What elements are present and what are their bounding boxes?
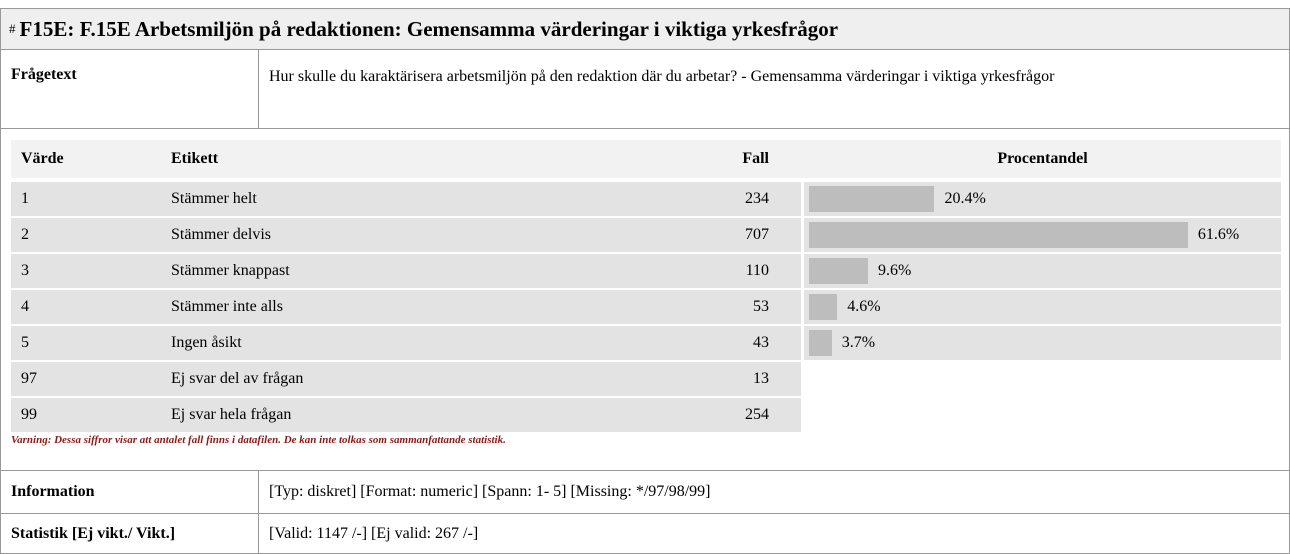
value: 3 — [21, 262, 29, 279]
cases: 110 — [745, 262, 769, 279]
row-bg — [11, 362, 801, 396]
percent-bg — [804, 326, 1281, 360]
value: 99 — [21, 406, 37, 423]
value: 97 — [21, 370, 37, 387]
info-table: Information [Typ: diskret] [Format: numer… — [0, 470, 1290, 554]
label: Stämmer inte alls — [171, 298, 283, 315]
column-header: Fall — [742, 150, 769, 167]
question-label: Frågetext — [1, 50, 259, 128]
row-bg — [11, 182, 801, 216]
column-header: Etikett — [171, 150, 219, 167]
row-bg — [11, 254, 801, 288]
value: 1 — [21, 190, 29, 207]
info-label: Information — [1, 471, 259, 513]
info-text: [Valid: 1147 /-] [Ej valid: 267 /-] — [269, 524, 479, 542]
value: 5 — [21, 334, 29, 351]
question-text: Hur skulle du karaktärisera arbetsmiljön… — [269, 68, 1055, 85]
row-bg — [11, 290, 801, 324]
title: F15E: F.15E Arbetsmiljön på redaktionen:… — [19, 16, 839, 41]
label: Stämmer knappast — [171, 262, 290, 279]
column-header: Procentandel — [997, 150, 1088, 167]
row-bg — [11, 398, 801, 432]
cases: 707 — [745, 226, 769, 243]
percent-label: 9.6% — [878, 262, 912, 279]
hash: # — [9, 21, 16, 36]
label: Ingen åsikt — [171, 334, 242, 351]
percent-label: 3.7% — [841, 334, 876, 351]
cases: 234 — [745, 190, 769, 207]
question-row: Frågetext Hur skulle du karaktärisera ar… — [0, 49, 1290, 129]
label: Stämmer delvis — [171, 226, 271, 243]
percent-bar — [809, 330, 832, 356]
title-bar: # F15E: F.15E Arbetsmiljön på redaktione… — [0, 8, 1290, 50]
warning: Varning: Dessa siffror visar att antalet… — [11, 434, 506, 446]
frequency-table: Värde Etikett Fall Procentandel 1 Stämmer hel… — [0, 128, 1290, 471]
label: Ej svar hela frågan — [171, 406, 292, 423]
percent-label: 20.4% — [944, 190, 986, 207]
column-header: Värde — [21, 150, 64, 167]
percent-bar — [809, 258, 869, 284]
percent-label: 61.6% — [1197, 226, 1240, 243]
percent-bg — [804, 254, 1281, 288]
percent-label: 4.6% — [847, 298, 881, 315]
cases: 53 — [753, 298, 769, 315]
value: 4 — [21, 298, 29, 315]
cases: 43 — [753, 334, 769, 351]
info-row: Statistik [Ej vikt./ Vikt.] [Valid: 1147 … — [0, 513, 1290, 554]
percent-bar — [809, 294, 838, 320]
row-bg — [11, 218, 801, 252]
info-row: Information [Typ: diskret] [Format: numer… — [0, 470, 1290, 514]
info-label: Statistik [Ej vikt./ Vikt.] — [1, 514, 259, 553]
header-bg — [11, 140, 1281, 178]
row-bg — [11, 326, 801, 360]
label: Stämmer helt — [171, 190, 257, 207]
percent-bar — [809, 222, 1188, 248]
percent-bg — [804, 290, 1281, 324]
percent-bar — [809, 186, 935, 212]
value: 2 — [21, 226, 29, 243]
cases: 13 — [753, 370, 769, 387]
info-text: [Typ: diskret] [Format: numeric] [Spann:… — [269, 483, 711, 500]
label: Ej svar del av frågan — [171, 370, 304, 387]
cases: 254 — [745, 406, 769, 423]
